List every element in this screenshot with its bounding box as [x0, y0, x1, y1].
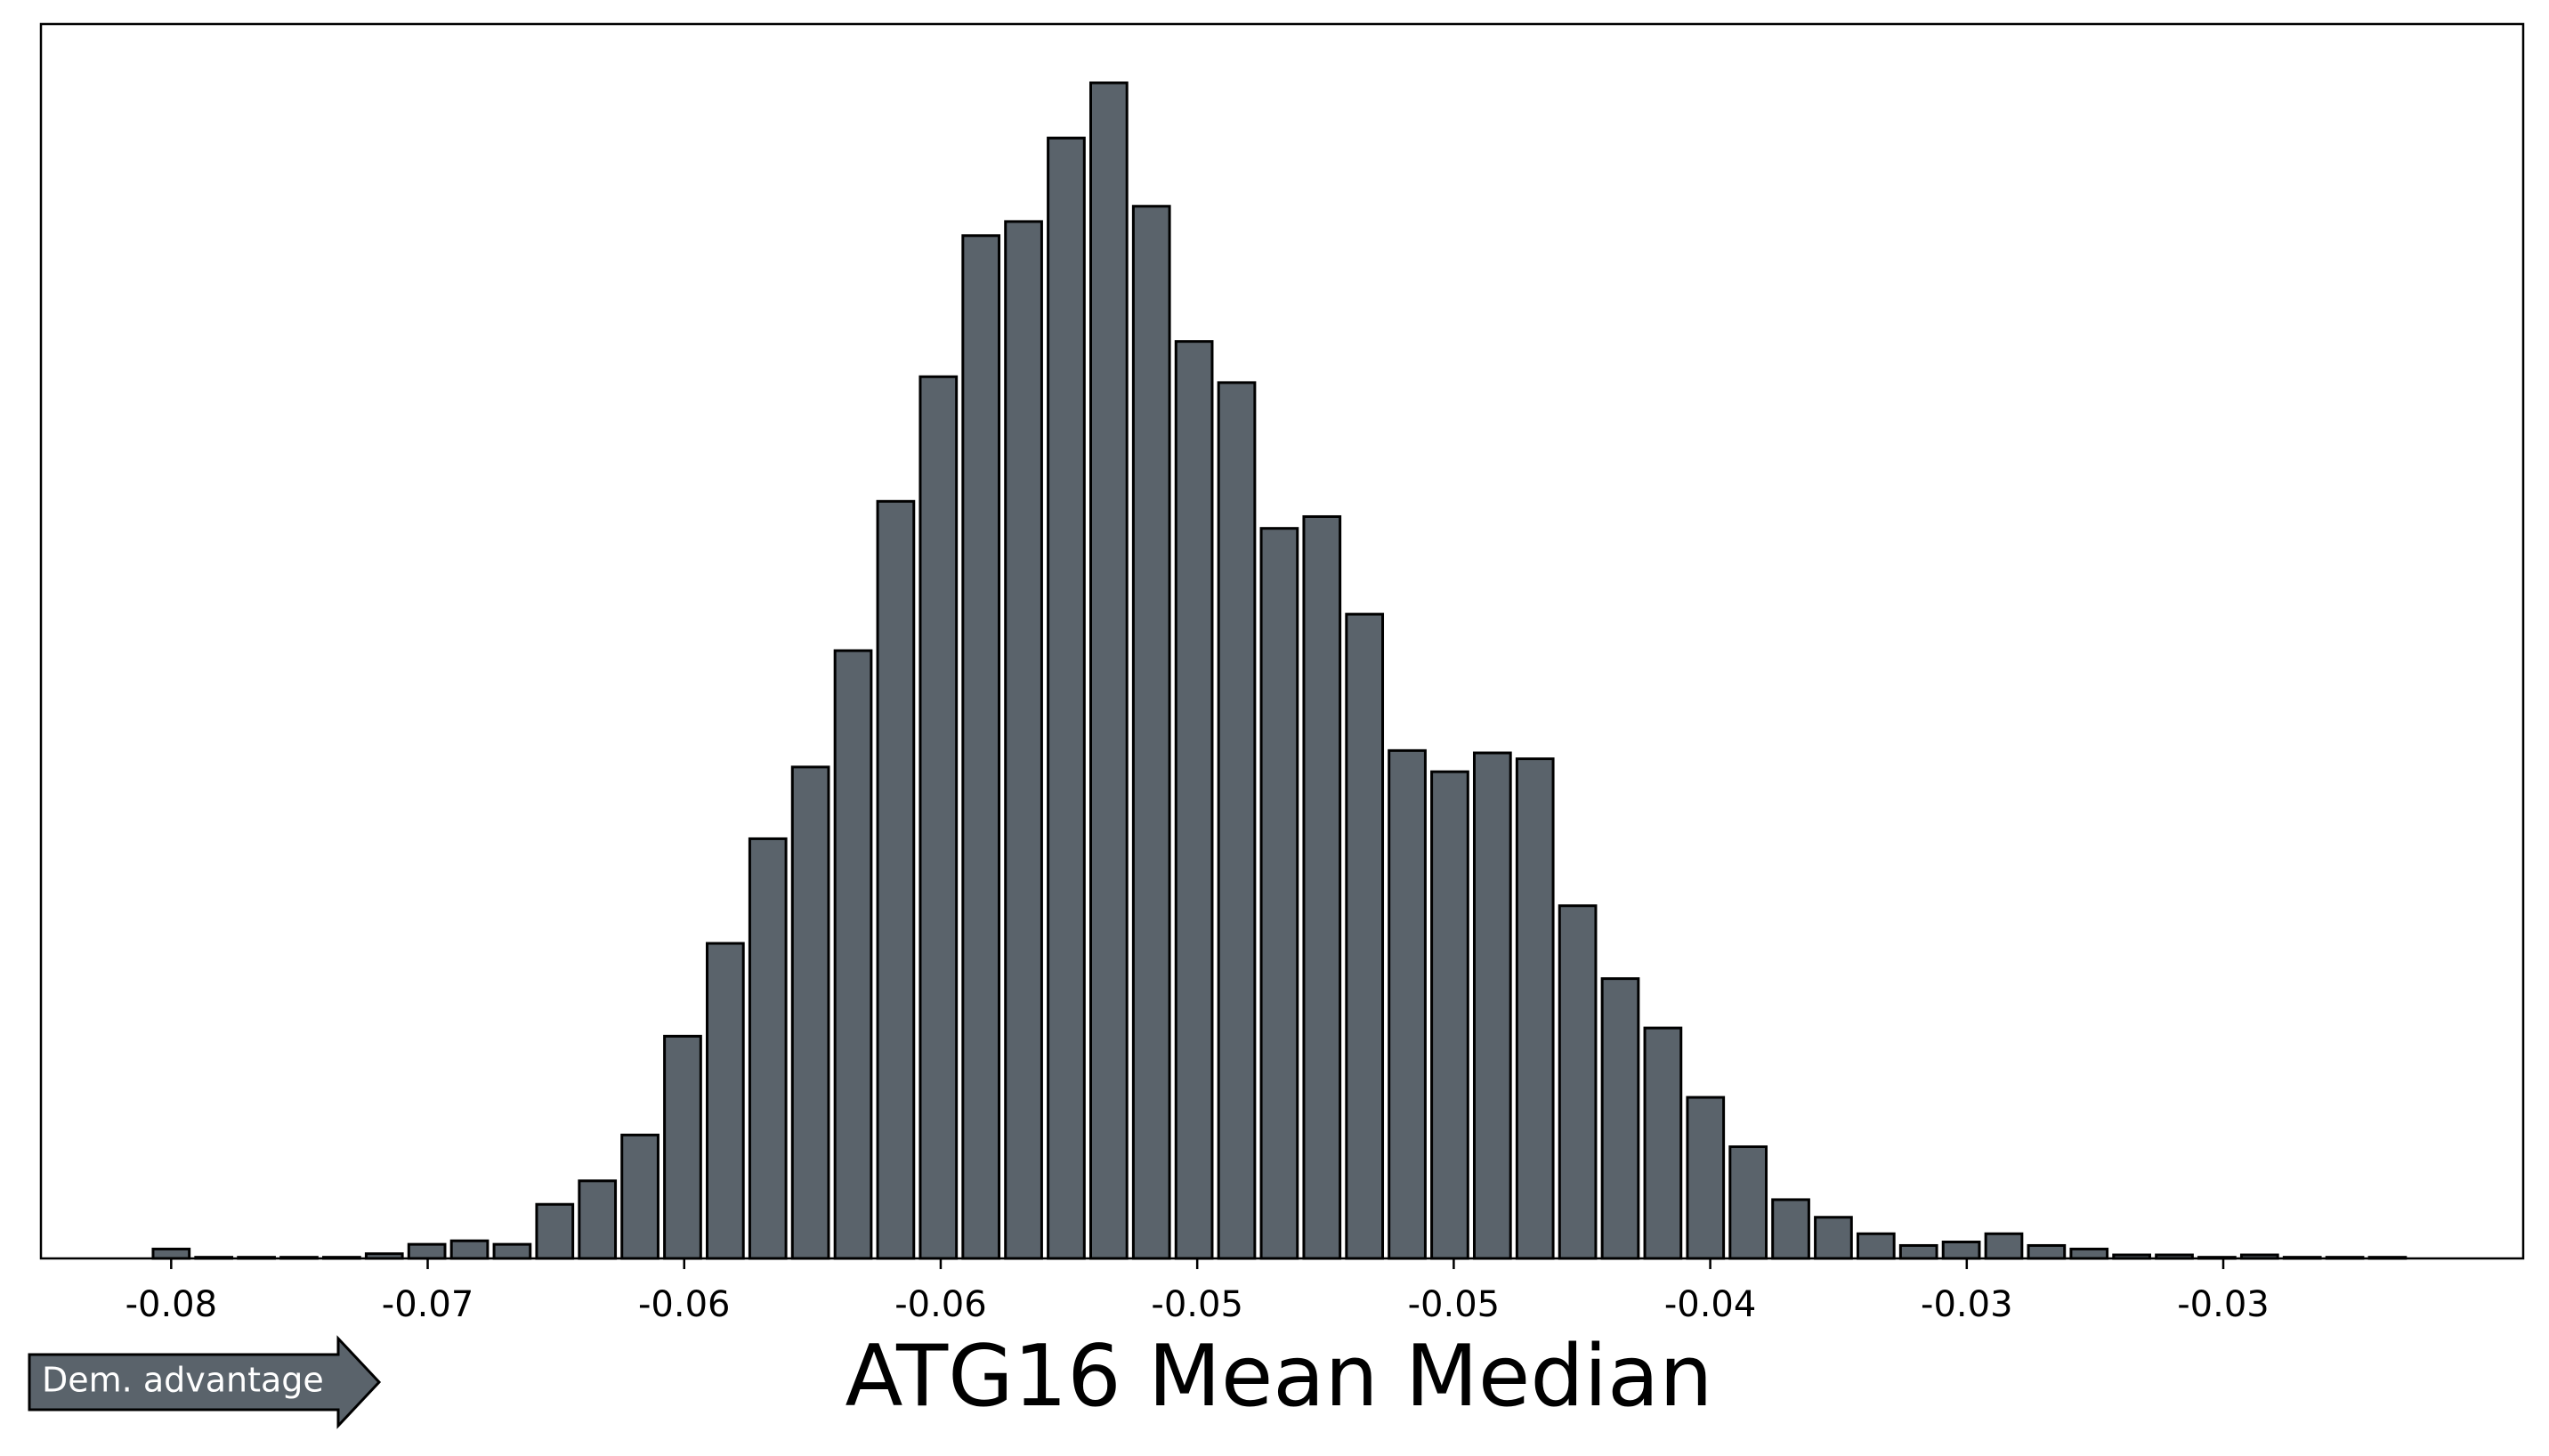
bar: [1345, 612, 1385, 1260]
bar: [620, 1133, 660, 1260]
bar: [492, 1242, 532, 1260]
bar: [833, 649, 873, 1260]
x-tick-label: -0.06: [894, 1284, 987, 1325]
bar: [790, 765, 830, 1260]
bar: [1728, 1145, 1768, 1260]
bar: [2069, 1247, 2109, 1260]
bar: [449, 1239, 490, 1260]
x-tick-label: -0.03: [1921, 1284, 2013, 1325]
bar: [1388, 748, 1427, 1260]
bar: [1600, 977, 1640, 1260]
bar: [2027, 1243, 2067, 1260]
bar: [876, 499, 916, 1260]
bar: [578, 1179, 618, 1260]
bar: [1472, 751, 1512, 1260]
bar: [1174, 340, 1214, 1260]
bar: [151, 1247, 191, 1260]
bar: [1302, 514, 1342, 1260]
bar: [1515, 757, 1555, 1260]
x-tick-label: -0.04: [1664, 1284, 1757, 1325]
x-tick-label: -0.05: [1408, 1284, 1501, 1325]
bar: [1131, 205, 1171, 1260]
bar: [1004, 220, 1043, 1260]
x-tick-label: -0.05: [1151, 1284, 1243, 1325]
bar: [663, 1034, 702, 1260]
bar: [1047, 136, 1086, 1260]
bar: [1814, 1216, 1853, 1260]
bar: [1088, 81, 1129, 1260]
bar: [1771, 1198, 1810, 1260]
bar: [1217, 381, 1257, 1260]
advantage-arrow: [28, 1335, 382, 1429]
bar: [748, 837, 788, 1260]
bar: [407, 1242, 447, 1260]
bar: [1259, 527, 1299, 1260]
bar: [1941, 1241, 1981, 1260]
bar: [1430, 770, 1469, 1260]
annotation: Dem. advantage: [42, 1361, 324, 1400]
axes-frame: [39, 22, 2525, 1260]
x-tick-label: -0.06: [638, 1284, 731, 1325]
bar: [961, 234, 1001, 1260]
bar: [1984, 1232, 2024, 1260]
bar: [1898, 1243, 1938, 1260]
plot-area: [151, 81, 2407, 1260]
bar: [1558, 904, 1598, 1260]
x-tick-label: -0.07: [382, 1284, 474, 1325]
bar: [918, 375, 959, 1260]
bar: [1643, 1026, 1683, 1260]
bar: [706, 942, 745, 1260]
x-tick-label: -0.03: [2177, 1284, 2270, 1325]
bar: [1686, 1096, 1726, 1260]
bar: [1856, 1232, 1896, 1260]
chart-title: ATG16 Mean Median: [846, 1328, 1713, 1426]
bar: [535, 1202, 575, 1260]
x-tick-label: -0.08: [125, 1284, 218, 1325]
